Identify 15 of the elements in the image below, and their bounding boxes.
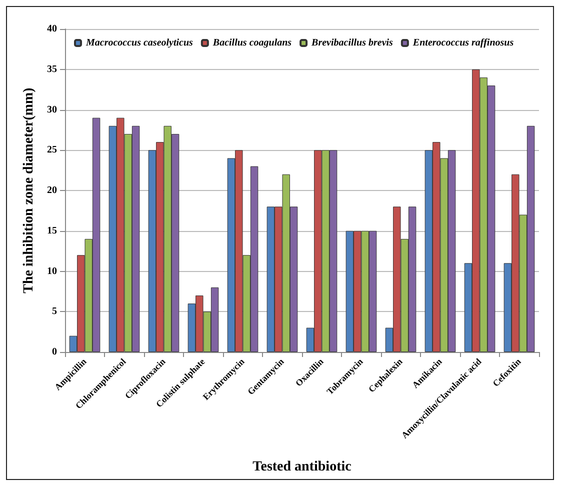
legend-label: Bacillus coagulans [212,38,292,48]
y-tick-label: 30 [47,104,57,116]
legend-label: Macrococcus caseolyticus [85,38,194,48]
y-tick-label: 40 [47,24,57,34]
y-tick-label: 35 [47,64,57,75]
y-tick-label: 0 [52,346,57,358]
y-tick-label: 5 [52,306,57,318]
y-axis-title: The inhibition zone diameter(mm) [22,87,37,294]
y-tick-label: 15 [47,225,57,236]
x-axis-title: Tested antibiotic [252,460,352,474]
legend-label: Brevibacillus brevis [310,38,394,48]
y-tick-label: 25 [47,144,57,156]
y-tick-label: 10 [47,266,57,277]
y-tick-label: 20 [47,185,57,196]
legend-label: Enterococcus raffinosus [412,38,514,48]
